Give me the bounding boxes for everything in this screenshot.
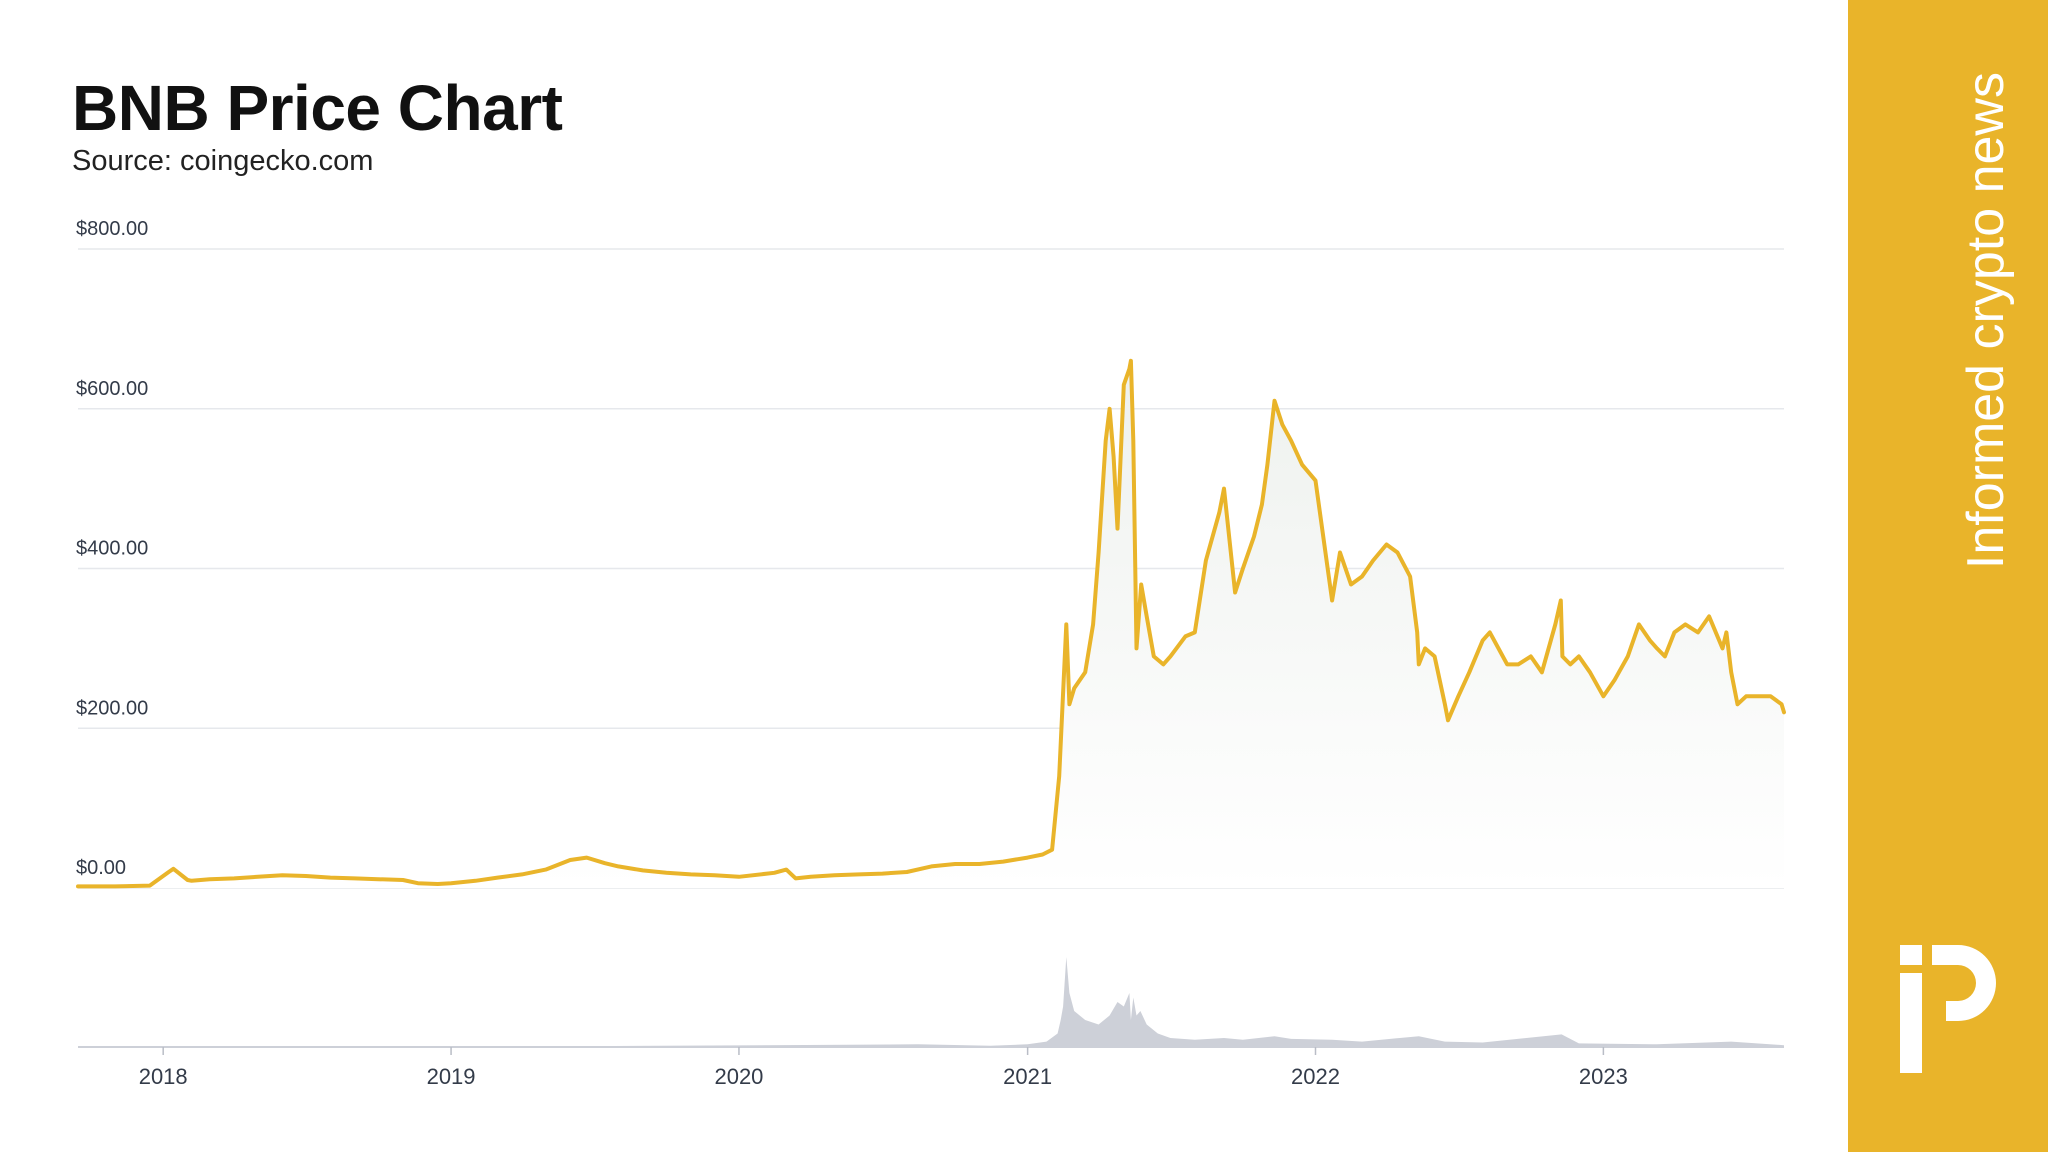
- y-tick-label: $600.00: [76, 378, 148, 400]
- x-tick-label: 2022: [1291, 1064, 1340, 1089]
- y-tick-label: $400.00: [76, 538, 148, 560]
- y-axis: $800.00 $600.00 $400.00 $200.00 $0.00: [76, 218, 148, 879]
- brand-tagline: Informed crypto news: [1957, 72, 2015, 570]
- x-tick-label: 2019: [427, 1064, 476, 1089]
- x-tick-label: 2018: [139, 1064, 188, 1089]
- price-line: [76, 358, 1786, 889]
- y-tick-label: $0.00: [76, 857, 126, 879]
- chart-source: Source: coingecko.com: [72, 145, 374, 177]
- volume-bars: [78, 957, 1784, 1047]
- y-tick-label: $800.00: [76, 218, 148, 240]
- x-tick-label: 2020: [714, 1064, 763, 1089]
- chart-title: BNB Price Chart: [72, 72, 563, 144]
- y-tick-label: $200.00: [76, 697, 148, 719]
- price-area: [78, 360, 1784, 888]
- x-tick-label: 2023: [1579, 1064, 1628, 1089]
- x-tick-label: 2021: [1003, 1064, 1052, 1089]
- ip-logo-icon: [1900, 945, 1996, 1073]
- price-chart: $800.00$600.00$400.00$200.00$0.00 2018 20…: [76, 218, 1786, 1089]
- x-axis: 2018 2019 2020 2021 2022 2023: [139, 1047, 1628, 1089]
